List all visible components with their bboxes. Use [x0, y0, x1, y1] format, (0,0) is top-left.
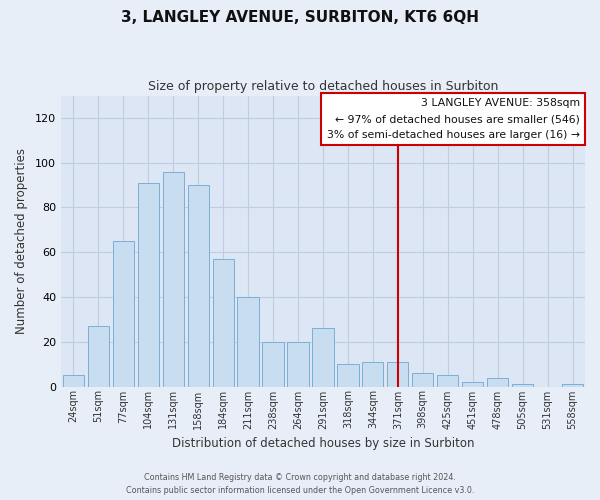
Bar — [287, 342, 308, 386]
Bar — [487, 378, 508, 386]
Bar — [238, 297, 259, 386]
Bar — [512, 384, 533, 386]
Bar — [212, 259, 234, 386]
Text: 3, LANGLEY AVENUE, SURBITON, KT6 6QH: 3, LANGLEY AVENUE, SURBITON, KT6 6QH — [121, 10, 479, 25]
Bar — [337, 364, 359, 386]
Bar — [63, 376, 84, 386]
Bar — [362, 362, 383, 386]
Bar — [562, 384, 583, 386]
Bar — [262, 342, 284, 386]
Bar — [462, 382, 484, 386]
Bar — [88, 326, 109, 386]
X-axis label: Distribution of detached houses by size in Surbiton: Distribution of detached houses by size … — [172, 437, 474, 450]
Bar — [437, 376, 458, 386]
Bar — [188, 185, 209, 386]
Bar — [113, 241, 134, 386]
Bar — [313, 328, 334, 386]
Bar — [163, 172, 184, 386]
Bar — [412, 373, 433, 386]
Text: Contains HM Land Registry data © Crown copyright and database right 2024.
Contai: Contains HM Land Registry data © Crown c… — [126, 474, 474, 495]
Title: Size of property relative to detached houses in Surbiton: Size of property relative to detached ho… — [148, 80, 498, 93]
Bar — [137, 183, 159, 386]
Text: 3 LANGLEY AVENUE: 358sqm
← 97% of detached houses are smaller (546)
3% of semi-d: 3 LANGLEY AVENUE: 358sqm ← 97% of detach… — [327, 98, 580, 140]
Bar — [387, 362, 409, 386]
Y-axis label: Number of detached properties: Number of detached properties — [15, 148, 28, 334]
